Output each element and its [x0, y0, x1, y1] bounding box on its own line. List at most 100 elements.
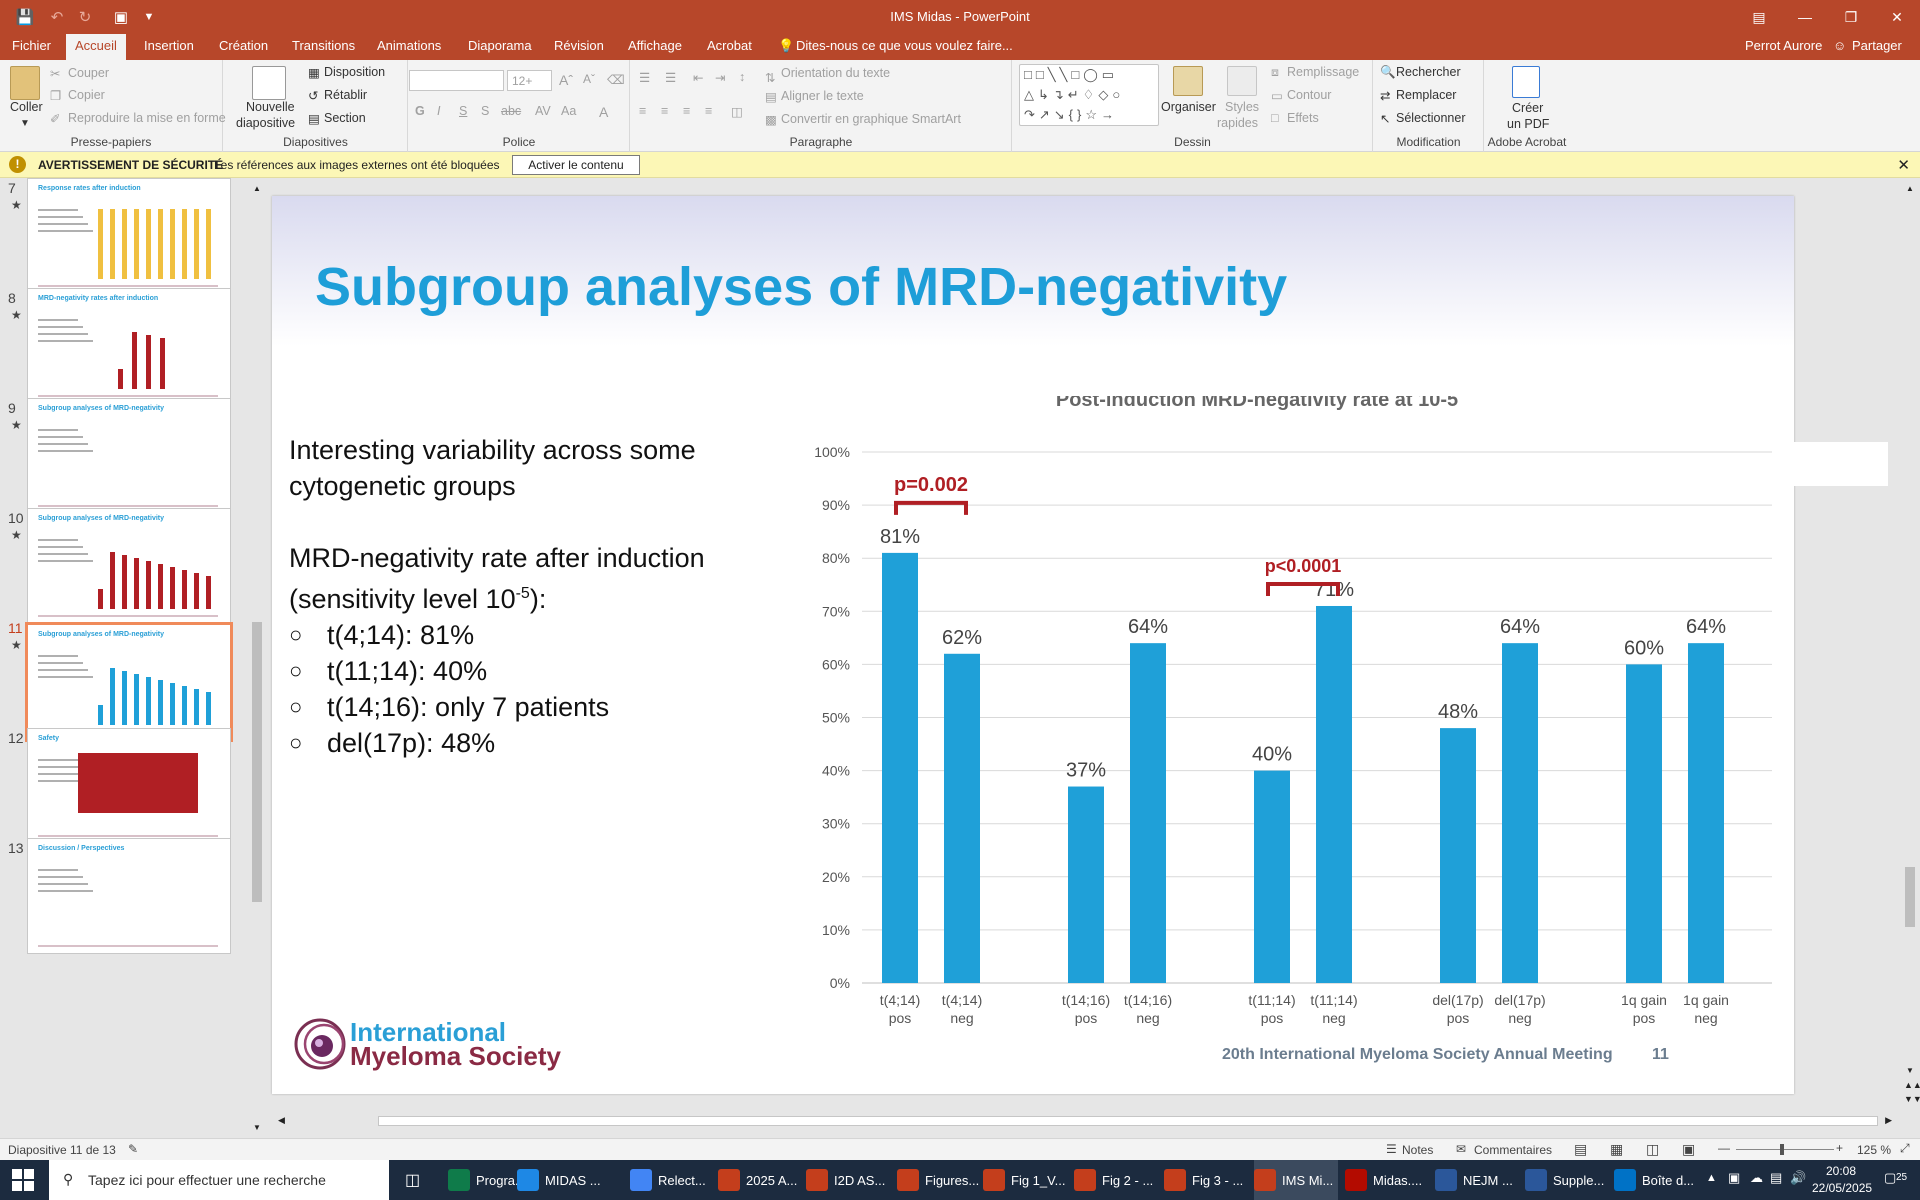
- layout-button[interactable]: Disposition: [324, 65, 386, 79]
- font-size-combo[interactable]: 12+: [507, 70, 552, 91]
- close-icon[interactable]: ✕: [1891, 8, 1903, 25]
- tray-chevron-icon[interactable]: ▲: [1706, 1172, 1717, 1184]
- enable-content-button[interactable]: Activer le contenu: [512, 155, 640, 175]
- user-name[interactable]: Perrot Aurore: [1745, 38, 1823, 53]
- taskbar-app[interactable]: Midas....: [1345, 1160, 1429, 1200]
- slide-thumbnail[interactable]: Response rates after induction: [27, 178, 231, 294]
- strikethrough-icon[interactable]: abc: [501, 104, 522, 118]
- tab-creation[interactable]: Création: [219, 38, 269, 53]
- tab-insertion[interactable]: Insertion: [144, 38, 194, 53]
- replace-button[interactable]: Remplacer: [1396, 88, 1457, 102]
- taskbar-app[interactable]: MIDAS ...: [517, 1160, 601, 1200]
- italic-icon[interactable]: I: [437, 104, 441, 118]
- zoom-slider-thumb[interactable]: [1780, 1144, 1784, 1155]
- slide-title[interactable]: Subgroup analyses of MRD-negativity: [315, 257, 1288, 317]
- tab-diaporama[interactable]: Diaporama: [468, 38, 532, 53]
- zoom-out-icon[interactable]: —: [1718, 1141, 1730, 1155]
- taskbar-app[interactable]: Relect...: [630, 1160, 714, 1200]
- underline-icon[interactable]: S: [459, 104, 468, 118]
- quick-styles-button[interactable]: Styles: [1225, 100, 1260, 114]
- tab-accueil[interactable]: Accueil: [66, 34, 126, 61]
- outline-button[interactable]: Contour: [1287, 88, 1332, 102]
- zoom-level[interactable]: 125 %: [1857, 1143, 1892, 1157]
- align-left-icon[interactable]: ≡: [639, 104, 647, 118]
- zoom-slider[interactable]: [1736, 1149, 1834, 1150]
- copy-button[interactable]: Copier: [68, 88, 105, 102]
- tab-acrobat[interactable]: Acrobat: [707, 38, 752, 53]
- zoom-in-icon[interactable]: +: [1836, 1141, 1844, 1155]
- task-view-icon[interactable]: ◫: [405, 1172, 421, 1189]
- share-button[interactable]: Partager: [1852, 38, 1902, 53]
- notes-button[interactable]: Notes: [1402, 1143, 1434, 1157]
- arrange-icon[interactable]: [1173, 66, 1203, 96]
- offslide-text-box[interactable]: [1792, 442, 1888, 486]
- new-slide-icon[interactable]: [252, 66, 286, 100]
- tab-fichier[interactable]: Fichier: [12, 38, 52, 53]
- onedrive-icon[interactable]: ☁: [1750, 1170, 1763, 1185]
- font-color-icon[interactable]: A: [599, 104, 609, 120]
- quick-styles-button-line2[interactable]: rapides: [1217, 116, 1258, 130]
- current-slide[interactable]: Subgroup analyses of MRD-negativity Inte…: [272, 196, 1794, 1094]
- decrease-indent-icon[interactable]: ⇤: [693, 71, 704, 85]
- increase-indent-icon[interactable]: ⇥: [715, 71, 726, 85]
- text-direction-button[interactable]: Orientation du texte: [781, 66, 891, 80]
- save-icon[interactable]: 💾: [15, 9, 35, 26]
- arrange-button[interactable]: Organiser: [1161, 100, 1216, 114]
- network-icon[interactable]: ▤: [1770, 1170, 1783, 1185]
- tab-revision[interactable]: Révision: [554, 38, 604, 53]
- slide-thumbnail[interactable]: Discussion / Perspectives: [27, 838, 231, 954]
- close-warning-icon[interactable]: ✕: [1897, 157, 1910, 174]
- grow-font-icon[interactable]: Aˆ: [559, 72, 573, 88]
- clock-time[interactable]: 20:08: [1826, 1164, 1857, 1178]
- clock-date[interactable]: 22/05/2025: [1812, 1181, 1873, 1195]
- taskbar-app[interactable]: Fig 3 - ...: [1164, 1160, 1248, 1200]
- bullets-icon[interactable]: ☰: [639, 71, 651, 85]
- section-button[interactable]: Section: [324, 111, 366, 125]
- volume-icon[interactable]: 🔊: [1790, 1170, 1807, 1185]
- editor-horizontal-scrollbar[interactable]: ◀ ▶: [275, 1113, 1895, 1129]
- numbering-icon[interactable]: ☰: [665, 71, 677, 85]
- customize-quick-access-icon[interactable]: ▼: [143, 11, 155, 23]
- spell-check-icon[interactable]: ✎: [128, 1142, 139, 1156]
- windows-start-icon[interactable]: [12, 1169, 34, 1191]
- undo-icon[interactable]: ↶: [50, 9, 64, 26]
- redo-icon[interactable]: ↻: [78, 9, 92, 26]
- taskbar-app[interactable]: Progra...: [448, 1160, 526, 1200]
- slide-thumbnail[interactable]: Subgroup analyses of MRD-negativity: [27, 398, 231, 514]
- fill-button[interactable]: Remplissage: [1287, 65, 1360, 79]
- teams-tray-icon[interactable]: ▣: [1728, 1170, 1741, 1185]
- slide-thumbnail[interactable]: Subgroup analyses of MRD-negativity: [27, 508, 231, 624]
- new-slide-button[interactable]: Nouvelle: [246, 100, 295, 114]
- select-button[interactable]: Sélectionner: [1396, 111, 1466, 125]
- shapes-gallery[interactable]: □□╲╲□◯▭ △↳↴↵♢◇○ ↷↗↘{}☆→: [1019, 64, 1159, 126]
- reset-button[interactable]: Rétablir: [324, 88, 368, 102]
- comments-button[interactable]: Commentaires: [1474, 1143, 1553, 1157]
- minimize-icon[interactable]: —: [1798, 9, 1812, 25]
- taskbar-app[interactable]: 2025 A...: [718, 1160, 802, 1200]
- font-name-combo[interactable]: [409, 70, 504, 91]
- tab-transitions[interactable]: Transitions: [292, 38, 356, 53]
- create-pdf-icon[interactable]: [1512, 66, 1540, 98]
- taskbar-app[interactable]: Supple...: [1525, 1160, 1609, 1200]
- editor-vertical-scrollbar[interactable]: ▲ ▼ ▲▲ ▼▼: [1902, 182, 1920, 1112]
- quick-styles-icon[interactable]: [1227, 66, 1257, 96]
- taskbar-app[interactable]: Boîte d...: [1614, 1160, 1698, 1200]
- thumbnails-scrollbar[interactable]: ▲ ▼: [250, 182, 264, 1134]
- format-painter-button[interactable]: Reproduire la mise en forme: [68, 111, 226, 125]
- create-pdf-button-line2[interactable]: un PDF: [1507, 117, 1550, 131]
- taskbar-search-box[interactable]: ⚲ Tapez ici pour effectuer une recherche: [49, 1160, 389, 1200]
- taskbar-app[interactable]: Fig 2 - ...: [1074, 1160, 1158, 1200]
- paste-icon[interactable]: [10, 66, 40, 100]
- find-button[interactable]: Rechercher: [1396, 65, 1461, 79]
- create-pdf-button[interactable]: Créer: [1512, 101, 1544, 115]
- smartart-button[interactable]: Convertir en graphique SmartArt: [781, 112, 961, 126]
- slide-thumbnail[interactable]: Subgroup analyses of MRD-negativity: [25, 622, 233, 742]
- taskbar-app[interactable]: NEJM ...: [1435, 1160, 1519, 1200]
- normal-view-icon[interactable]: ▤: [1574, 1141, 1588, 1157]
- taskbar-app[interactable]: Figures...: [897, 1160, 981, 1200]
- align-text-button[interactable]: Aligner le texte: [781, 89, 864, 103]
- restore-icon[interactable]: ❐: [1844, 8, 1858, 25]
- case-icon[interactable]: Aa: [561, 104, 577, 118]
- notification-icon[interactable]: ▢: [1884, 1170, 1897, 1185]
- tab-animations[interactable]: Animations: [377, 38, 442, 53]
